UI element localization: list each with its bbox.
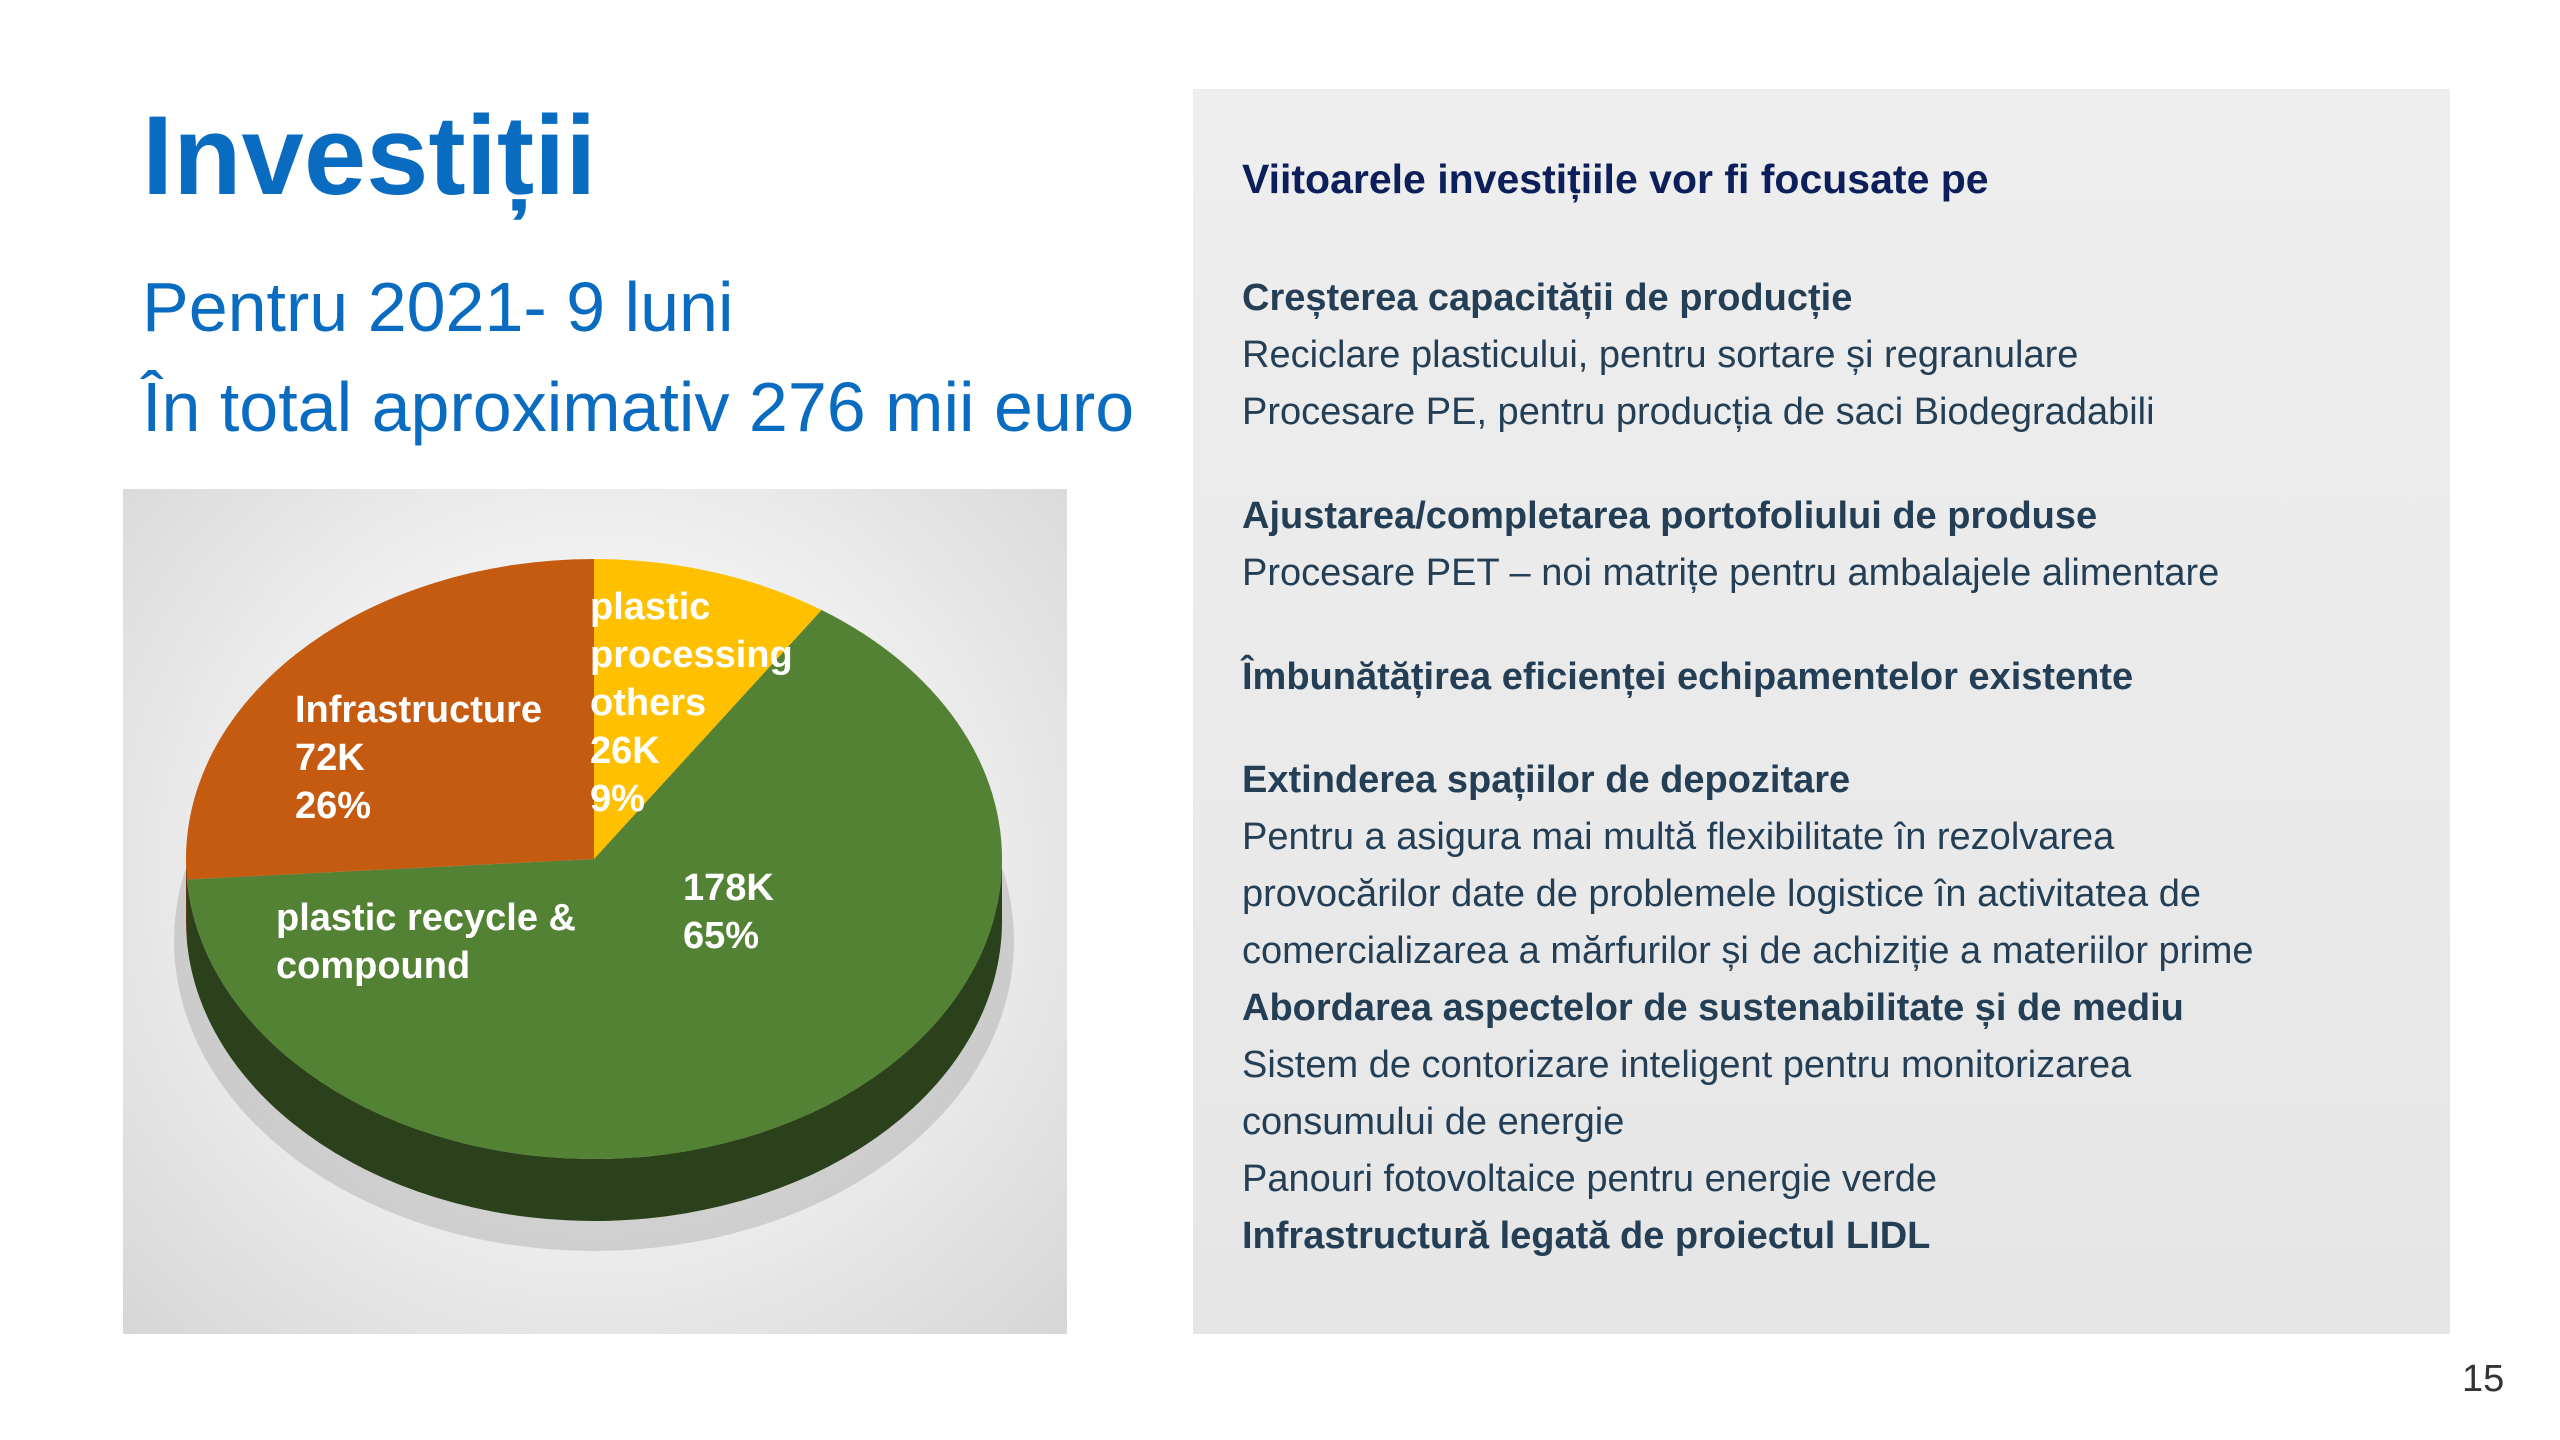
slice-label-plastic-recycle: plastic recycle & compound bbox=[276, 894, 606, 990]
slice-name: plastic processing others bbox=[590, 586, 793, 724]
section-heading: Creșterea capacității de producție bbox=[1242, 277, 1853, 319]
slice-value: 178K bbox=[683, 867, 774, 909]
section-item: Panouri fotovoltaice pentru energie verd… bbox=[1242, 1158, 1938, 1200]
pie-slice-1 bbox=[186, 610, 1003, 1159]
slice-label-plastic-processing: plastic processing others 26K 9% bbox=[590, 583, 820, 823]
slice-value: 26K bbox=[590, 730, 660, 772]
pie-chart: plastic processing others 26K 9% Infrast… bbox=[123, 489, 1067, 1334]
slice-percent: 9% bbox=[590, 778, 645, 820]
section-item: comercializarea a mărfurilor și de achiz… bbox=[1242, 930, 2254, 972]
slice-name: Infrastructure bbox=[295, 689, 543, 731]
subtitle-period: Pentru 2021- 9 luni bbox=[142, 268, 734, 346]
section-item: Procesare PE, pentru producția de saci B… bbox=[1242, 391, 2155, 433]
section-item: Reciclare plasticului, pentru sortare și… bbox=[1242, 334, 2079, 376]
page-number: 15 bbox=[2462, 1358, 2505, 1400]
section-item: Pentru a asigura mai multă flexibilitate… bbox=[1242, 816, 2115, 858]
pie-side-2 bbox=[186, 859, 187, 942]
subtitle-total: În total aproximativ 276 mii euro bbox=[142, 368, 1135, 446]
slice-percent: 26% bbox=[295, 785, 372, 827]
investments-panel: Viitoarele investițiile vor fi focusate … bbox=[1193, 89, 2450, 1334]
section-item: Sistem de contorizare inteligent pentru … bbox=[1242, 1044, 2132, 1086]
section-heading: Abordarea aspectelor de sustenabilitate … bbox=[1242, 987, 2184, 1029]
panel-heading: Viitoarele investițiile vor fi focusate … bbox=[1242, 156, 1989, 202]
section-heading: Îmbunătățirea eficienței echipamentelor … bbox=[1242, 656, 2134, 698]
slice-percent: 65% bbox=[683, 915, 760, 957]
page-title: Investiții bbox=[142, 93, 597, 218]
pie-slice-2 bbox=[186, 559, 594, 880]
slice-value-plastic-recycle: 178K 65% bbox=[683, 864, 774, 960]
pie-svg bbox=[174, 559, 1014, 1251]
section-item: consumului de energie bbox=[1242, 1101, 1625, 1143]
section-heading: Ajustarea/completarea portofoliului de p… bbox=[1242, 495, 2098, 537]
slice-name: plastic recycle & compound bbox=[276, 897, 576, 987]
section-item: Procesare PET – noi matrițe pentru ambal… bbox=[1242, 552, 2220, 594]
section-item: provocărilor date de problemele logistic… bbox=[1242, 873, 2201, 915]
slice-value: 72K bbox=[295, 737, 365, 779]
slice-label-infrastructure: Infrastructure 72K 26% bbox=[295, 686, 542, 830]
pie-slice-0 bbox=[594, 559, 822, 859]
section-heading: Infrastructură legată de proiectul LIDL bbox=[1242, 1215, 1931, 1257]
pie-side-1 bbox=[186, 859, 1002, 1222]
section-heading: Extinderea spațiilor de depozitare bbox=[1242, 759, 1851, 801]
